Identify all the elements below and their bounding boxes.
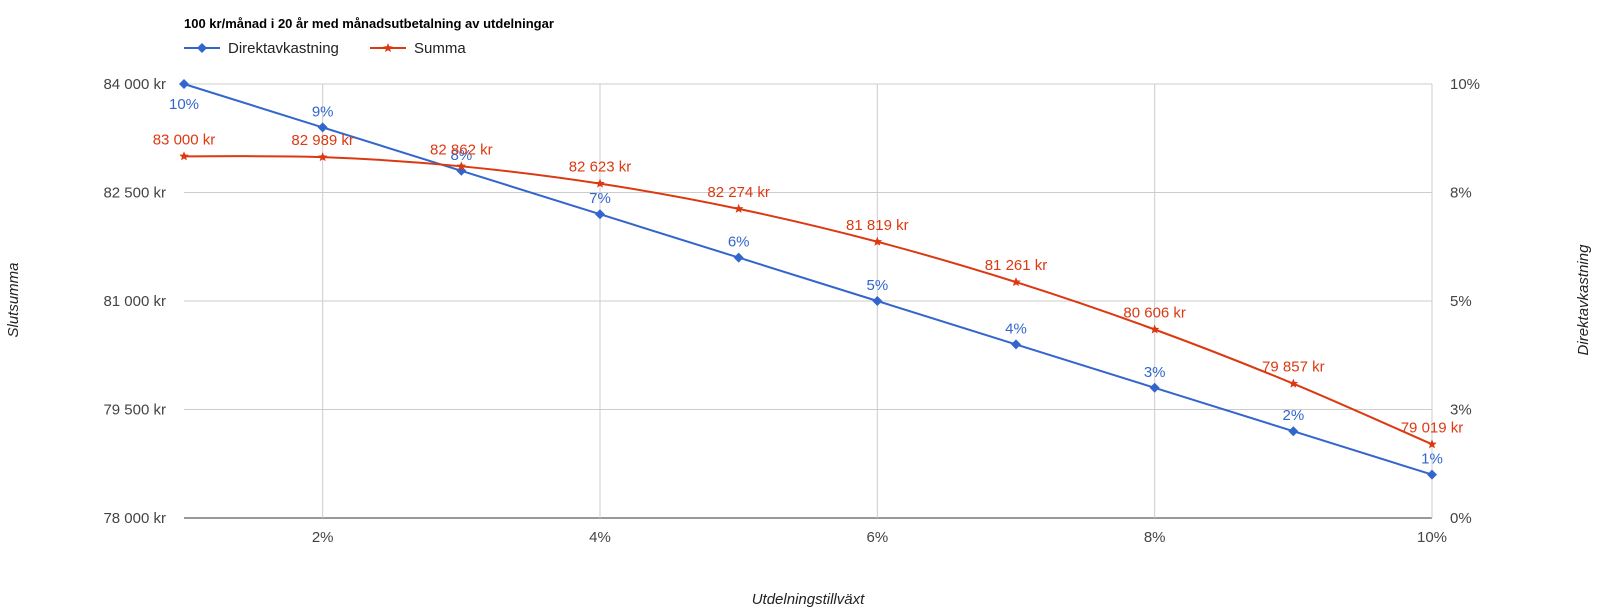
series xyxy=(179,79,1437,480)
direktavkastning-data-label: 6% xyxy=(728,234,750,251)
direktavkastning-point xyxy=(595,209,605,220)
summa-legend-label: Summa xyxy=(414,40,466,57)
direktavkastning-point xyxy=(1011,339,1021,350)
y-axis-title-left: Slutsumma xyxy=(5,262,22,337)
summa-point xyxy=(456,161,467,171)
summa-point xyxy=(179,151,189,161)
y-tick-label-left: 81 000 kr xyxy=(103,293,166,310)
axes: 78 000 kr 79 500 kr 81 000 kr 82 500 kr 84 0… xyxy=(103,76,1480,546)
x-tick-label: 4% xyxy=(589,529,611,546)
direktavkastning-point xyxy=(733,252,744,263)
summa-data-label: 82 862 kr xyxy=(430,141,493,158)
y-axis-title-right: Direktavkastning xyxy=(1575,244,1592,356)
star-icon xyxy=(383,43,393,53)
direktavkastning-data-label: 8% xyxy=(450,147,472,164)
y-tick-label-right: 0% xyxy=(1450,510,1472,527)
y-tick-label-left: 79 500 kr xyxy=(103,402,166,419)
direktavkastning-data-label: 2% xyxy=(1282,407,1304,424)
gridlines xyxy=(184,83,1433,519)
direktavkastning-point xyxy=(1149,382,1160,393)
direktavkastning-data-label: 3% xyxy=(1144,364,1166,381)
x-tick-label: 10% xyxy=(1417,529,1447,546)
y-tick-label-left: 84 000 kr xyxy=(103,76,166,93)
summa-data-label: 82 989 kr xyxy=(291,132,354,149)
x-tick-label: 8% xyxy=(1144,529,1166,546)
summa-data-label: 82 274 kr xyxy=(707,184,770,201)
direktavkastning-data-label: 1% xyxy=(1421,451,1443,468)
chart-title: 100 kr/månad i 20 år med månadsutbetalni… xyxy=(184,16,554,31)
summa-data-label: 83 000 kr xyxy=(153,131,216,148)
summa-point xyxy=(595,178,605,188)
direktavkastning-data-label: 10% xyxy=(169,96,199,113)
summa-point xyxy=(317,152,328,162)
x-axis-title: Utdelningstillväxt xyxy=(752,591,865,608)
y-tick-label-left: 82 500 kr xyxy=(103,185,166,202)
summa-data-label: 82 623 kr xyxy=(569,159,632,176)
direktavkastning-data-label: 4% xyxy=(1005,320,1027,337)
summa-series-line xyxy=(183,155,1433,446)
x-tick-label: 2% xyxy=(312,529,334,546)
diamond-icon xyxy=(197,43,207,53)
summa-data-label: 81 261 kr xyxy=(985,257,1048,274)
summa-point xyxy=(1149,324,1160,334)
data-labels: 10% 9% 8% 7% 6% 5% 4% 3% 2% 1% 83 000 kr 82 989 kr 8… xyxy=(153,96,1464,468)
summa-point xyxy=(872,236,883,246)
summa-point xyxy=(1288,378,1299,388)
legend: Direktavkastning Summa xyxy=(184,40,466,57)
direktavkastning-data-label: 9% xyxy=(312,103,334,120)
direktavkastning-point xyxy=(456,165,467,176)
summa-data-label: 80 606 kr xyxy=(1123,304,1186,321)
y-tick-label-right: 8% xyxy=(1450,185,1472,202)
direktavkastning-data-label: 5% xyxy=(866,277,888,294)
summa-point xyxy=(733,203,744,213)
y-tick-label-left: 78 000 kr xyxy=(103,510,166,527)
direktavkastning-legend-label: Direktavkastning xyxy=(228,40,339,57)
direktavkastning-point xyxy=(1288,426,1299,437)
x-tick-label: 6% xyxy=(866,529,888,546)
y-tick-label-right: 10% xyxy=(1450,76,1480,93)
direktavkastning-point xyxy=(872,296,883,306)
y-tick-label-right: 3% xyxy=(1450,402,1472,419)
y-tick-label-right: 5% xyxy=(1450,293,1472,310)
direktavkastning-point xyxy=(179,79,189,89)
direktavkastning-series-line xyxy=(183,83,1433,476)
summa-data-label: 79 019 kr xyxy=(1401,419,1464,436)
direktavkastning-point xyxy=(1427,469,1437,480)
direktavkastning-point xyxy=(317,122,328,133)
direktavkastning-data-label: 7% xyxy=(589,190,611,207)
summa-data-label: 81 819 kr xyxy=(846,217,909,234)
summa-point xyxy=(1427,439,1437,449)
summa-data-label: 79 857 kr xyxy=(1262,359,1325,376)
summa-point xyxy=(1011,277,1021,287)
